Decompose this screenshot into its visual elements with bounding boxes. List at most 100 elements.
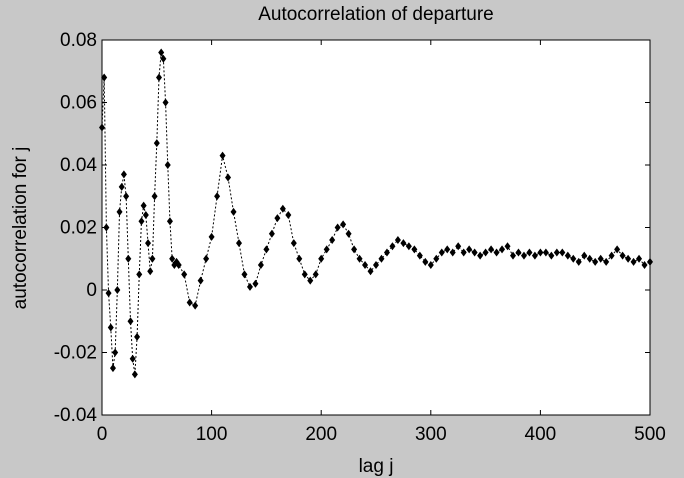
data-point bbox=[296, 254, 303, 263]
data-point bbox=[433, 254, 440, 263]
data-point bbox=[263, 245, 270, 254]
data-point bbox=[471, 248, 478, 257]
data-point bbox=[169, 254, 176, 263]
data-point bbox=[112, 348, 119, 357]
data-point bbox=[553, 248, 560, 257]
data-point bbox=[312, 270, 319, 279]
data-point bbox=[192, 301, 199, 310]
data-point bbox=[125, 254, 132, 263]
data-point bbox=[614, 245, 621, 254]
data-point bbox=[285, 211, 292, 219]
data-point bbox=[345, 229, 352, 238]
data-point bbox=[214, 192, 221, 201]
data-point bbox=[449, 248, 456, 257]
data-point bbox=[455, 242, 462, 251]
data-point bbox=[641, 261, 648, 269]
data-point bbox=[236, 239, 242, 248]
data-point bbox=[197, 276, 204, 285]
data-point bbox=[630, 257, 637, 266]
data-point bbox=[362, 261, 369, 269]
data-point bbox=[203, 254, 210, 263]
data-point bbox=[301, 270, 308, 279]
data-point bbox=[158, 48, 165, 57]
data-point bbox=[438, 248, 445, 257]
data-point bbox=[488, 245, 495, 254]
data-point bbox=[145, 239, 152, 248]
data-point bbox=[166, 217, 173, 226]
data-point bbox=[460, 248, 467, 257]
data-point bbox=[105, 289, 112, 298]
y-tick-label: -0.02 bbox=[54, 343, 97, 364]
data-point bbox=[162, 98, 169, 107]
data-point bbox=[123, 192, 130, 201]
data-point bbox=[225, 173, 232, 182]
data-point bbox=[230, 207, 237, 216]
data-point bbox=[564, 251, 571, 260]
data-point bbox=[131, 370, 138, 379]
data-point bbox=[257, 261, 264, 269]
data-point bbox=[570, 254, 577, 263]
data-point bbox=[422, 257, 429, 266]
data-point bbox=[586, 254, 593, 263]
data-point bbox=[268, 229, 275, 238]
data-point bbox=[134, 332, 141, 341]
data-point bbox=[329, 236, 336, 244]
data-point bbox=[597, 254, 604, 263]
data-point bbox=[175, 261, 182, 269]
data-point bbox=[383, 248, 390, 257]
data-point bbox=[636, 254, 643, 263]
x-tick-label: 500 bbox=[634, 424, 666, 445]
data-point bbox=[493, 248, 500, 257]
data-point bbox=[103, 223, 110, 232]
data-point bbox=[138, 217, 145, 226]
data-point bbox=[625, 254, 632, 263]
data-point bbox=[405, 242, 412, 251]
data-point bbox=[118, 182, 125, 191]
data-point bbox=[155, 73, 162, 82]
y-tick-label: 0.02 bbox=[60, 218, 97, 239]
data-point bbox=[101, 73, 108, 82]
data-point bbox=[575, 257, 582, 266]
x-tick-label: 100 bbox=[196, 424, 228, 445]
data-point bbox=[323, 245, 330, 254]
data-point bbox=[356, 254, 363, 263]
data-point bbox=[252, 279, 259, 288]
y-tick-label: 0.06 bbox=[60, 93, 97, 114]
data-point bbox=[515, 248, 522, 257]
data-point bbox=[127, 317, 134, 326]
data-point bbox=[477, 251, 484, 260]
data-point bbox=[373, 261, 379, 269]
data-point bbox=[592, 257, 599, 266]
data-point bbox=[151, 192, 158, 201]
x-tick-label: 200 bbox=[305, 424, 337, 445]
data-point bbox=[400, 239, 407, 248]
data-point bbox=[504, 242, 511, 251]
x-tick-label: 300 bbox=[415, 424, 447, 445]
data-point bbox=[537, 248, 544, 257]
data-point bbox=[290, 239, 297, 248]
data-point bbox=[279, 204, 286, 213]
series-line bbox=[101, 52, 651, 375]
data-point bbox=[149, 254, 156, 263]
data-point bbox=[246, 282, 253, 291]
data-point bbox=[351, 245, 358, 254]
y-tick-label: 0 bbox=[86, 280, 97, 301]
data-point bbox=[510, 251, 516, 260]
data-point bbox=[466, 245, 473, 254]
data-point bbox=[107, 323, 114, 332]
data-point bbox=[274, 214, 281, 223]
data-point bbox=[241, 270, 248, 279]
data-point bbox=[389, 242, 396, 251]
data-point bbox=[394, 236, 401, 244]
y-tick-label: 0.08 bbox=[60, 30, 97, 51]
data-point bbox=[153, 139, 160, 148]
data-point bbox=[340, 220, 347, 229]
data-point bbox=[367, 267, 374, 276]
data-point bbox=[581, 251, 588, 260]
data-point bbox=[499, 245, 506, 254]
x-axis-label: lag j bbox=[359, 456, 394, 477]
data-point bbox=[603, 257, 610, 266]
data-point bbox=[520, 251, 527, 260]
